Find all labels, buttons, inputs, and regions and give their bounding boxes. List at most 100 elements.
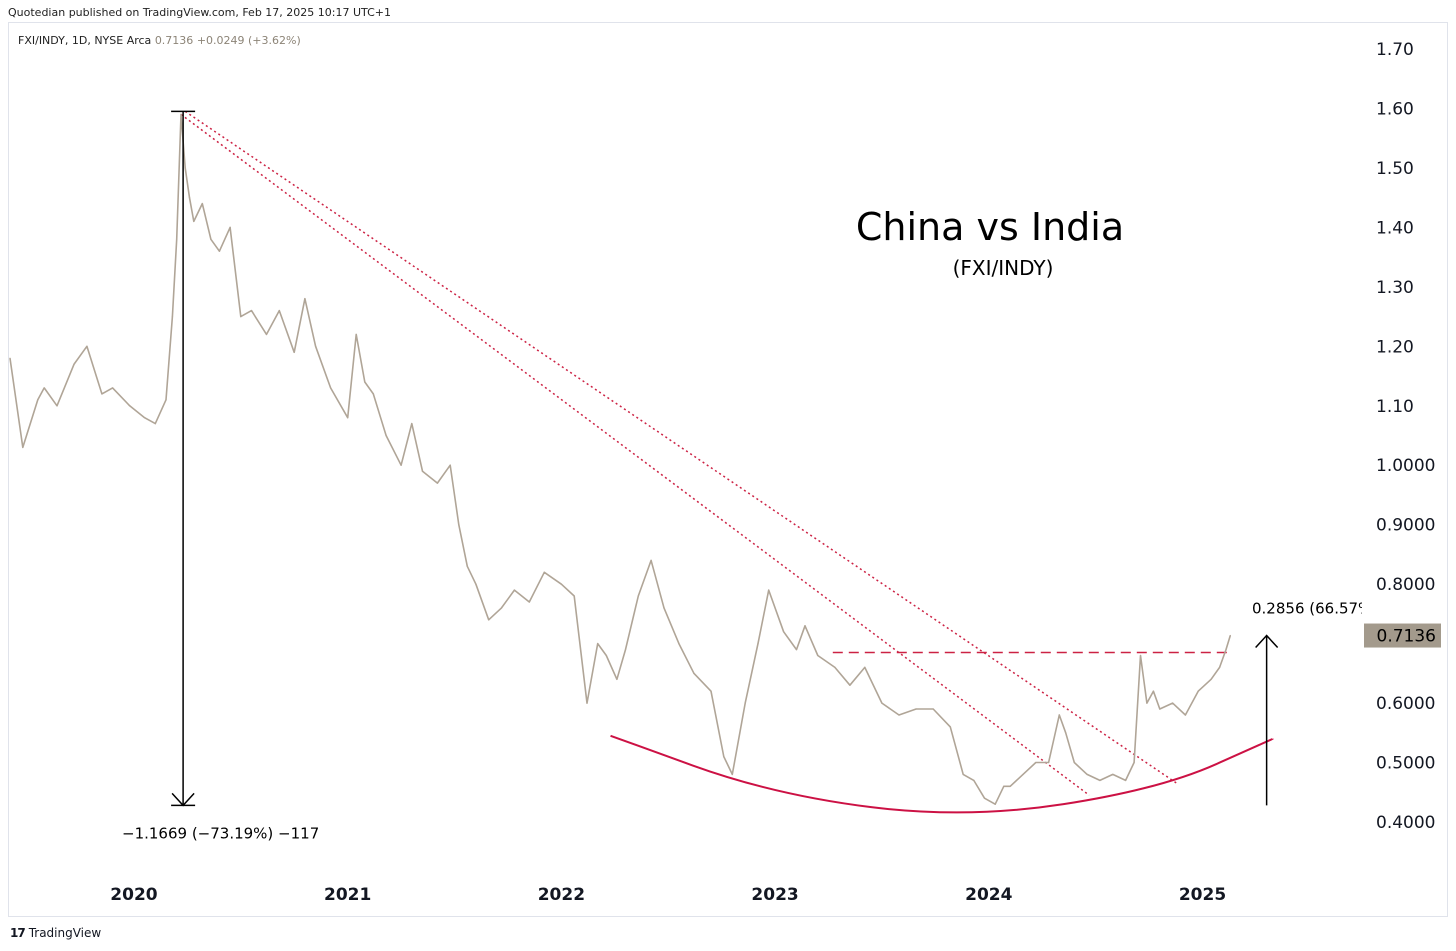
data-point [528,601,530,603]
data-point [9,357,11,359]
series-layer [9,113,1232,805]
chart-title: China vs India [856,205,1124,249]
data-point [849,684,851,686]
data-point [637,595,639,597]
data-point [304,298,306,300]
data-point [466,565,468,567]
data-point [1152,690,1154,692]
y-tick-label: 1.50 [1376,159,1414,179]
symbol-legend[interactable]: FXI/INDY, 1D, NYSE Arca 0.7136 +0.0249 (… [18,34,301,47]
measure-label-rise: 0.2856 (66.57% [1252,600,1372,618]
data-point [881,702,883,704]
data-point [973,779,975,781]
data-point [171,315,174,318]
data-point [355,333,357,336]
data-point [1086,773,1088,776]
data-point [1133,761,1135,764]
tradingview-footer[interactable]: 17 TradingView [10,926,101,940]
data-point [1219,666,1221,669]
y-tick-label: 0.4000 [1376,813,1435,833]
data-point [86,345,88,347]
data-point [1058,714,1060,716]
data-point [1139,654,1142,657]
data-point [1073,761,1075,764]
data-point [1124,779,1127,781]
data-point [757,643,759,645]
data-point [898,714,900,716]
data-point [210,238,212,240]
y-axis: 1.70 1.60 1.50 1.40 1.30 1.20 1.10 1.0000 0.9000… [1364,40,1441,833]
data-point [962,773,964,776]
y-tick-label: 0.6000 [1376,694,1435,714]
data-point [449,464,451,466]
data-point [22,446,24,448]
data-point [650,559,652,561]
data-point [994,803,996,805]
data-point [1048,761,1050,764]
data-point [678,643,680,645]
x-tick-label: 2025 [1179,885,1226,905]
data-point [411,423,413,425]
data-point [240,315,242,318]
data-point [176,238,178,240]
data-point [193,220,195,223]
data-point [144,417,146,419]
measurement-layer: −1.1669 (−73.19%) −117 0.2856 (66.57% [122,110,1372,842]
data-point [1065,732,1067,734]
data-point [315,345,317,347]
rounding-bottom-curve [610,734,1274,814]
data-point [768,589,770,591]
data-point [663,607,665,609]
data-point [385,434,387,437]
price-change: +0.0249 (+3.62%) [196,34,301,47]
data-point [744,702,746,704]
data-point [915,708,917,710]
data-point [731,773,733,776]
data-point [436,482,439,484]
arrow-head-icon [1255,634,1279,649]
x-axis: 2020 2021 2022 2023 2024 2025 [110,885,1226,905]
chart-frame [8,22,1448,917]
x-tick-label: 2020 [110,885,157,905]
data-point [293,351,295,353]
y-tick-label: 0.8000 [1376,575,1435,595]
data-point [488,619,490,621]
tradingview-brand: TradingView [28,926,102,940]
data-point [500,607,503,609]
data-point [616,678,618,680]
y-tick-label: 1.70 [1376,40,1414,60]
data-point [1197,690,1199,692]
x-tick-label: 2021 [324,885,371,905]
data-point [573,595,575,597]
x-tick-label: 2023 [751,885,798,905]
tradingview-logo-icon: 17 [10,926,26,940]
data-point [265,333,268,336]
data-point [624,648,627,651]
publisher-caption: Quotedian published on TradingView.com, … [8,6,391,19]
data-point [201,203,203,205]
data-point [1159,708,1161,710]
y-tick-label: 1.0000 [1376,456,1435,476]
data-point [864,666,866,669]
data-point [184,167,186,169]
data-point [458,524,460,526]
data-point [1035,761,1037,764]
data-point [586,702,588,704]
data-point [250,310,253,312]
data-point [710,690,712,692]
data-point [983,797,986,799]
chart-subtitle: (FXI/INDY) [953,256,1054,280]
data-point [1003,785,1005,787]
y-tick-label: 1.30 [1376,278,1414,298]
data-point [229,226,231,228]
data-point [43,387,45,389]
data-point [1146,702,1148,704]
last-price-badge [1364,623,1441,648]
data-point [1009,785,1011,787]
data-point [1099,779,1101,781]
data-point [783,631,785,633]
symbol-name: FXI/INDY, 1D, NYSE Arca [18,34,152,47]
y-tick-label: 1.10 [1376,397,1414,417]
y-tick-label-last: 0.7136 [1377,627,1436,647]
